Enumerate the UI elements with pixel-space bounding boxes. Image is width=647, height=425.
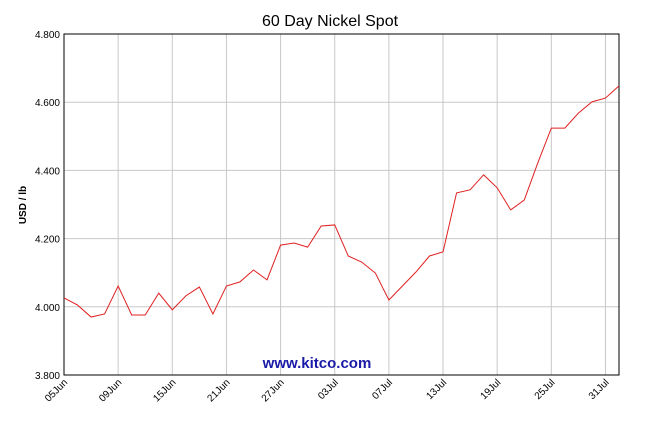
y-tick-label: 4.600: [35, 98, 60, 109]
x-tick-label: 07Jul: [370, 377, 395, 402]
x-tick-label: 09Jun: [97, 377, 124, 404]
x-tick-label: 31Jul: [587, 377, 612, 402]
chart-title: 60 Day Nickel Spot: [262, 13, 399, 30]
y-tick-label: 4.800: [35, 30, 60, 41]
y-tick-label: 4.200: [35, 235, 60, 246]
x-tick-label: 25Jul: [533, 377, 558, 402]
plot-border: [63, 33, 620, 376]
x-tick-label: 21Jun: [206, 377, 233, 404]
y-tick-label: 4.000: [35, 303, 60, 314]
x-tick-label: 19Jul: [479, 377, 504, 402]
x-tick-label: 27Jun: [260, 377, 287, 404]
y-tick-label: 4.400: [35, 166, 60, 177]
x-tick-label: 03Jul: [316, 377, 341, 402]
y-axis-label: USD / lb: [18, 186, 29, 224]
x-tick-label: 15Jun: [151, 377, 178, 404]
line-series: [63, 85, 620, 318]
watermark: www.kitco.com: [262, 355, 372, 372]
y-tick-label: 3.800: [35, 371, 60, 382]
x-tick-label: 13Jul: [424, 377, 449, 402]
